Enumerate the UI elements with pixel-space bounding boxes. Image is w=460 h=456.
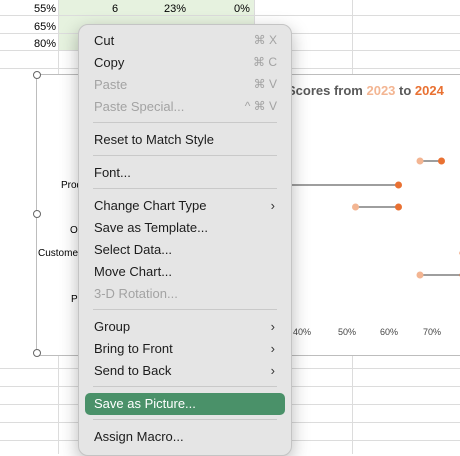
resize-handle-top-left[interactable] bbox=[33, 71, 41, 79]
menu-item-paste-special: Paste Special... ^ ⌘ V bbox=[85, 96, 285, 118]
menu-item-label: Select Data... bbox=[94, 242, 172, 257]
point-2023 bbox=[417, 158, 424, 165]
resize-handle-left[interactable] bbox=[33, 210, 41, 218]
menu-item-label: Font... bbox=[94, 165, 131, 180]
menu-item-label: Cut bbox=[94, 33, 114, 48]
menu-item-paste: Paste ⌘ V bbox=[85, 74, 285, 96]
shortcut-label: ⌘ C bbox=[253, 55, 277, 69]
menu-item-select-data[interactable]: Select Data... bbox=[85, 239, 285, 261]
menu-separator bbox=[93, 188, 277, 189]
menu-item-label: Paste Special... bbox=[94, 99, 184, 114]
cell-a2[interactable]: 65% bbox=[34, 21, 56, 33]
x-tick-70: 70% bbox=[423, 327, 441, 337]
resize-handle-bottom-left[interactable] bbox=[33, 349, 41, 357]
menu-separator bbox=[93, 419, 277, 420]
menu-item-label: Bring to Front bbox=[94, 341, 173, 356]
chevron-right-icon: › bbox=[271, 198, 275, 213]
menu-item-save-as-picture[interactable]: Save as Picture... bbox=[85, 393, 285, 415]
cell-a1[interactable]: 55% bbox=[34, 3, 56, 15]
menu-item-save-template[interactable]: Save as Template... bbox=[85, 217, 285, 239]
menu-separator bbox=[93, 309, 277, 310]
shortcut-label: ⌘ V bbox=[254, 77, 277, 91]
menu-item-bring-to-front[interactable]: Bring to Front › bbox=[85, 338, 285, 360]
menu-item-label: Move Chart... bbox=[94, 264, 172, 279]
menu-item-label: Save as Picture... bbox=[94, 396, 196, 411]
point-2023 bbox=[352, 204, 359, 211]
menu-item-label: Assign Macro... bbox=[94, 429, 184, 444]
menu-item-send-to-back[interactable]: Send to Back › bbox=[85, 360, 285, 382]
menu-item-label: Send to Back bbox=[94, 363, 171, 378]
menu-item-label: Copy bbox=[94, 55, 124, 70]
menu-item-font[interactable]: Font... bbox=[85, 162, 285, 184]
menu-item-assign-macro[interactable]: Assign Macro... bbox=[85, 426, 285, 448]
shortcut-label: ^ ⌘ V bbox=[245, 99, 277, 113]
menu-item-3d-rotation: 3-D Rotation... bbox=[85, 283, 285, 305]
menu-item-change-chart-type[interactable]: Change Chart Type › bbox=[85, 195, 285, 217]
menu-item-copy[interactable]: Copy ⌘ C bbox=[85, 52, 285, 74]
chevron-right-icon: › bbox=[271, 319, 275, 334]
menu-item-cut[interactable]: Cut ⌘ X bbox=[85, 30, 285, 52]
context-menu: Cut ⌘ X Copy ⌘ C Paste ⌘ V Paste Special...… bbox=[78, 24, 292, 456]
point-2023 bbox=[417, 272, 424, 279]
chevron-right-icon: › bbox=[271, 363, 275, 378]
x-tick-50: 50% bbox=[338, 327, 356, 337]
menu-separator bbox=[93, 155, 277, 156]
menu-item-label: 3-D Rotation... bbox=[94, 286, 178, 301]
shortcut-label: ⌘ X bbox=[254, 33, 277, 47]
cell-c1[interactable]: 23% bbox=[164, 3, 186, 15]
x-tick-40: 40% bbox=[293, 327, 311, 337]
point-2024 bbox=[438, 158, 445, 165]
cell-a3[interactable]: 80% bbox=[34, 38, 56, 50]
menu-item-label: Paste bbox=[94, 77, 127, 92]
menu-item-label: Reset to Match Style bbox=[94, 132, 214, 147]
menu-item-reset-style[interactable]: Reset to Match Style bbox=[85, 129, 285, 151]
menu-item-label: Group bbox=[94, 319, 130, 334]
x-tick-60: 60% bbox=[380, 327, 398, 337]
point-2024 bbox=[395, 182, 402, 189]
menu-item-move-chart[interactable]: Move Chart... bbox=[85, 261, 285, 283]
menu-separator bbox=[93, 122, 277, 123]
chevron-right-icon: › bbox=[271, 341, 275, 356]
menu-item-label: Change Chart Type bbox=[94, 198, 207, 213]
point-2024 bbox=[395, 204, 402, 211]
menu-separator bbox=[93, 386, 277, 387]
menu-item-group[interactable]: Group › bbox=[85, 316, 285, 338]
cell-d1[interactable]: 0% bbox=[234, 3, 250, 15]
cell-b1[interactable]: 6 bbox=[112, 3, 118, 15]
menu-item-label: Save as Template... bbox=[94, 220, 208, 235]
